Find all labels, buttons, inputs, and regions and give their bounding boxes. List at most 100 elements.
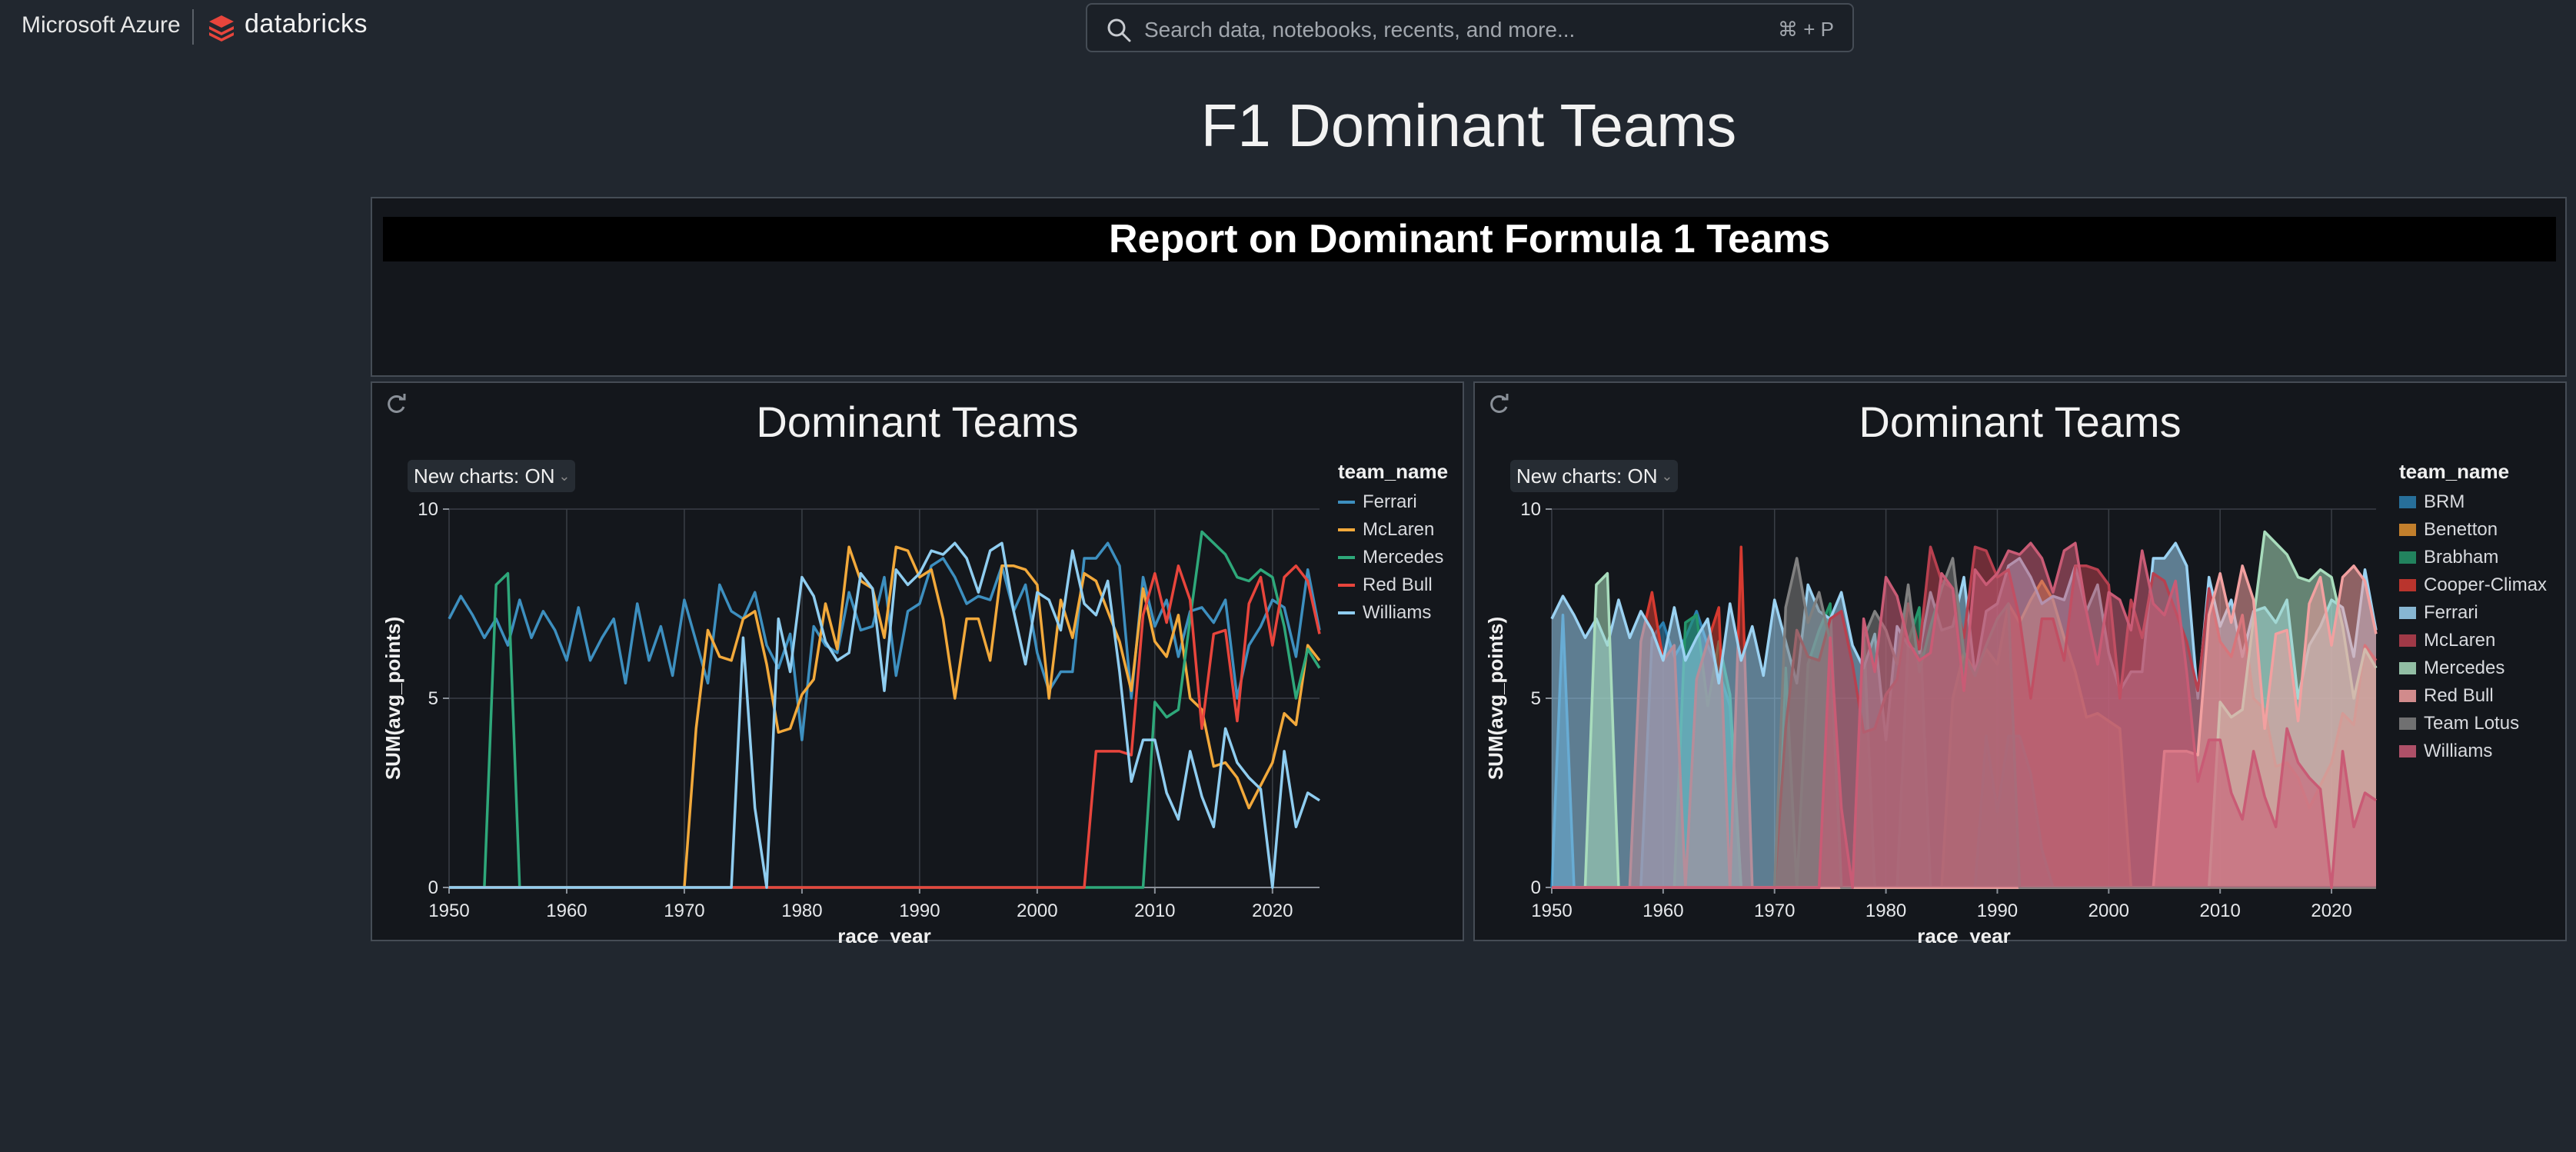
series-area-williams xyxy=(1552,543,2376,887)
legend-item[interactable]: Cooper-Climax xyxy=(2399,571,2547,599)
legend-swatch xyxy=(1338,611,1355,614)
legend-item[interactable]: Team Lotus xyxy=(2399,710,2547,737)
databricks-logo-icon[interactable] xyxy=(206,12,237,43)
y-axis-label: SUM(avg_points) xyxy=(381,617,404,780)
x-tick-label: 1950 xyxy=(428,901,469,921)
legend-item[interactable]: McLaren xyxy=(1338,516,1448,544)
legend-swatch xyxy=(2399,496,2416,508)
x-tick-label: 1980 xyxy=(781,901,822,921)
x-tick-label: 2020 xyxy=(1252,901,1293,921)
legend-label: Mercedes xyxy=(2424,658,2505,678)
series-line-williams xyxy=(449,541,1320,889)
legend-label: Benetton xyxy=(2424,519,2498,540)
legend-swatch xyxy=(2399,718,2416,730)
legend-label: BRM xyxy=(2424,491,2465,512)
legend-swatch xyxy=(2399,579,2416,591)
area-chart: 1950 1960 1970 1980 1990 2000 2010 2020 0 5 10 race… xyxy=(1484,499,2378,943)
new-charts-toggle[interactable]: New charts: ON ⌄ xyxy=(408,460,575,492)
x-tick-label: 1970 xyxy=(1754,901,1795,921)
legend-swatch xyxy=(2399,551,2416,564)
page-title: F1 Dominant Teams xyxy=(1200,92,1737,159)
x-tick-label: 2010 xyxy=(2199,901,2240,921)
legend-item[interactable]: BRM xyxy=(2399,488,2547,516)
x-axis-label: race_year xyxy=(1917,924,2010,943)
legend-label: Williams xyxy=(2424,741,2493,761)
brand-microsoft-azure[interactable]: Microsoft Azure xyxy=(22,12,181,38)
new-charts-toggle[interactable]: New charts: ON ⌄ xyxy=(1510,460,1678,492)
x-tick-label: 2000 xyxy=(1017,901,1057,921)
legend-item[interactable]: Red Bull xyxy=(1338,571,1448,599)
legend-label: Ferrari xyxy=(1363,491,1417,512)
x-tick-label: 1960 xyxy=(546,901,587,921)
toggle-label: New charts: ON xyxy=(414,464,555,488)
legend-item[interactable]: Williams xyxy=(1338,599,1448,627)
report-heading: Report on Dominant Formula 1 Teams xyxy=(383,217,2556,261)
chevron-down-icon: ⌄ xyxy=(558,468,571,484)
chart-panel-left: Dominant Teams New charts: ON ⌄ 1950 1960… xyxy=(371,381,1464,943)
brand-divider xyxy=(192,9,194,45)
y-axis-label: SUM(avg_points) xyxy=(1484,617,1507,780)
search-placeholder[interactable]: Search data, notebooks, recents, and mor… xyxy=(1144,18,1576,42)
x-axis-label: race_year xyxy=(837,924,930,943)
legend-swatch xyxy=(2399,524,2416,536)
legend-item[interactable]: Williams xyxy=(2399,737,2547,765)
x-tick-label: 1970 xyxy=(664,901,704,921)
legend-label: McLaren xyxy=(2424,630,2496,651)
legend-item[interactable]: Ferrari xyxy=(2399,599,2547,627)
x-tick-label: 1990 xyxy=(1977,901,2018,921)
legend-label: Red Bull xyxy=(2424,685,2494,706)
legend-title: team_name xyxy=(2399,460,2510,483)
series-line-williams xyxy=(1552,541,2377,889)
y-tick-label: 5 xyxy=(428,688,438,709)
legend-item[interactable]: Mercedes xyxy=(1338,544,1448,571)
legend-item[interactable]: Ferrari xyxy=(1338,488,1448,516)
x-tick-label: 2000 xyxy=(2088,901,2129,921)
legend-swatch xyxy=(1338,528,1355,531)
refresh-icon[interactable] xyxy=(1486,392,1512,418)
legend-swatch xyxy=(2399,745,2416,757)
chart-legend: team_name BRM Benetton Brabham Cooper-Clima… xyxy=(2399,460,2547,765)
legend-label: Mercedes xyxy=(1363,547,1444,568)
legend-swatch xyxy=(1338,584,1355,587)
legend-label: Red Bull xyxy=(1363,574,1433,595)
x-tick-label: 1960 xyxy=(1642,901,1683,921)
legend-label: Cooper-Climax xyxy=(2424,574,2548,595)
chart-title: Dominant Teams xyxy=(756,398,1079,446)
legend-swatch xyxy=(2399,690,2416,702)
legend-item[interactable]: Mercedes xyxy=(2399,654,2547,682)
chart-legend: team_name Ferrari McLaren Mercedes Red Bull… xyxy=(1338,460,1448,627)
series-line-ferrari xyxy=(448,541,1321,741)
search-shortcut: ⌘ + P xyxy=(1778,18,1834,41)
legend-item[interactable]: McLaren xyxy=(2399,627,2547,654)
top-bar: Microsoft Azure databricks Search data, … xyxy=(0,0,2576,57)
x-tick-label: 2020 xyxy=(2311,901,2351,921)
legend-swatch xyxy=(1338,556,1355,559)
legend-label: Team Lotus xyxy=(2424,713,2520,734)
refresh-icon[interactable] xyxy=(383,392,409,418)
x-tick-label: 1990 xyxy=(899,901,940,921)
x-tick-label: 2010 xyxy=(1134,901,1175,921)
x-tick-label: 1950 xyxy=(1531,901,1572,921)
y-tick-label: 10 xyxy=(418,499,438,520)
legend-swatch xyxy=(2399,607,2416,619)
search-box[interactable]: Search data, notebooks, recents, and mor… xyxy=(1086,3,1854,52)
legend-item[interactable]: Benetton xyxy=(2399,516,2547,544)
brand-databricks[interactable]: databricks xyxy=(245,9,368,38)
chevron-down-icon: ⌄ xyxy=(1661,468,1673,484)
legend-label: Williams xyxy=(1363,602,1432,623)
legend-swatch xyxy=(1338,501,1355,504)
legend-label: Brabham xyxy=(2424,547,2499,568)
legend-title: team_name xyxy=(1338,460,1449,483)
x-tick-label: 1980 xyxy=(1865,901,1906,921)
legend-swatch xyxy=(2399,662,2416,674)
legend-label: Ferrari xyxy=(2424,602,2478,623)
legend-item[interactable]: Brabham xyxy=(2399,544,2547,571)
legend-label: McLaren xyxy=(1363,519,1435,540)
y-tick-label: 0 xyxy=(1531,877,1541,898)
report-panel: Report on Dominant Formula 1 Teams xyxy=(371,197,2567,377)
y-tick-label: 10 xyxy=(1520,499,1541,520)
legend-item[interactable]: Red Bull xyxy=(2399,682,2547,710)
toggle-label: New charts: ON xyxy=(1516,464,1658,488)
chart-panel-right: Dominant Teams New charts: ON ⌄ 1950 1960… xyxy=(1473,381,2567,943)
y-tick-label: 5 xyxy=(1531,688,1541,709)
